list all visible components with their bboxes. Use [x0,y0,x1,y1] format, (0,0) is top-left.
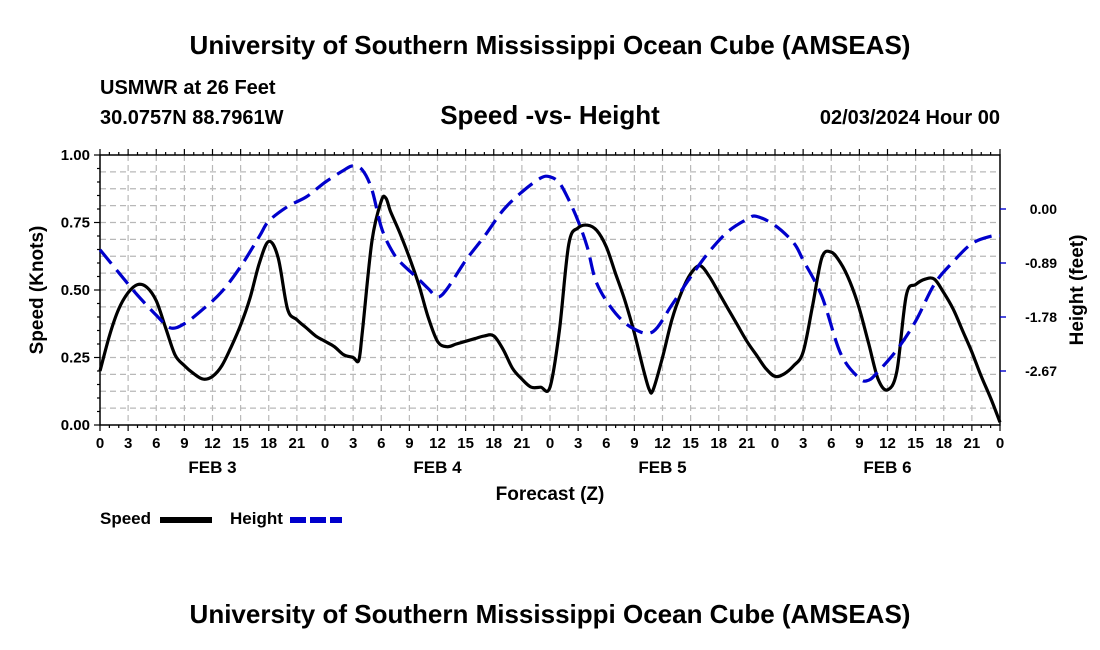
legend-speed-label: Speed [100,509,152,528]
y-left-tick-label: 0.00 [61,417,90,434]
x-tick-label: 6 [152,435,160,452]
x-tick-label: 12 [654,435,671,452]
x-tick-label: 21 [514,435,531,452]
x-tick-label: 15 [682,435,699,452]
day-label: FEB 5 [638,458,686,477]
x-tick-label: 15 [457,435,474,452]
x-tick-label: 0 [771,435,779,452]
x-tick-label: 0 [546,435,554,452]
x-tick-label: 18 [935,435,952,452]
x-tick-label: 9 [855,435,863,452]
day-label: FEB 3 [188,458,236,477]
y-right-tick-label: 0.00 [1030,201,1057,217]
x-tick-label: 9 [630,435,638,452]
x-tick-label: 12 [429,435,446,452]
x-axis-title: Forecast (Z) [496,484,605,505]
day-label: FEB 4 [413,458,462,477]
x-tick-label: 12 [879,435,896,452]
y-right-tick-label: -0.89 [1025,255,1057,271]
x-tick-label: 18 [710,435,727,452]
station-label: USMWR at 26 Feet [100,77,276,99]
x-tick-label: 6 [602,435,610,452]
x-tick-label: 12 [204,435,221,452]
day-label: FEB 6 [863,458,911,477]
x-tick-label: 0 [321,435,329,452]
x-tick-label: 3 [349,435,357,452]
footer-title: University of Southern Mississippi Ocean… [189,599,911,629]
x-tick-label: 3 [574,435,582,452]
forecast-date-label: 02/03/2024 Hour 00 [819,107,1000,129]
y-right-tick-label: -1.78 [1025,309,1057,325]
y-left-tick-label: 0.75 [61,215,90,232]
speed-series-line [98,194,1002,423]
x-tick-label: 6 [827,435,835,452]
x-tick-label: 9 [180,435,188,452]
x-tick-label: 6 [377,435,385,452]
y-left-tick-label: 0.25 [61,350,90,367]
height-series-line [98,164,1001,383]
plot-title: Speed -vs- Height [440,100,660,130]
x-tick-label: 21 [289,435,306,452]
legend-height-label: Height [230,509,283,528]
x-tick-label: 9 [405,435,413,452]
x-tick-label: 21 [964,435,981,452]
x-tick-label: 18 [260,435,277,452]
x-tick-label: 15 [907,435,924,452]
x-tick-label: 3 [799,435,807,452]
y-left-tick-label: 0.50 [61,282,90,299]
y-left-tick-label: 1.00 [61,147,90,164]
x-tick-label: 3 [124,435,132,452]
y-left-axis-title: Speed (Knots) [27,226,48,355]
y-right-axis-title: Height (feet) [1067,235,1088,346]
x-tick-label: 18 [485,435,502,452]
x-tick-label: 15 [232,435,249,452]
x-tick-label: 0 [996,435,1004,452]
x-tick-label: 21 [739,435,756,452]
chart-title: University of Southern Mississippi Ocean… [189,30,911,60]
x-tick-label: 0 [96,435,104,452]
y-right-tick-label: -2.67 [1025,363,1057,379]
coordinates-label: 30.0757N 88.7961W [100,107,284,129]
